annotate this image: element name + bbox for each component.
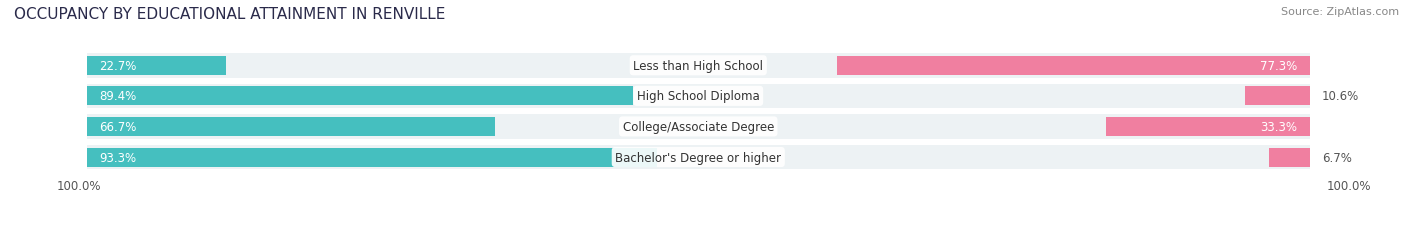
Bar	[837, 57, 1310, 76]
Text: 100.0%: 100.0%	[1326, 179, 1371, 192]
Text: Bachelor's Degree or higher: Bachelor's Degree or higher	[616, 151, 782, 164]
Text: High School Diploma: High School Diploma	[637, 90, 759, 103]
Bar	[87, 54, 1310, 78]
Text: OCCUPANCY BY EDUCATIONAL ATTAINMENT IN RENVILLE: OCCUPANCY BY EDUCATIONAL ATTAINMENT IN R…	[14, 7, 446, 22]
Text: Source: ZipAtlas.com: Source: ZipAtlas.com	[1281, 7, 1399, 17]
Bar	[87, 115, 1310, 139]
Text: 77.3%: 77.3%	[1260, 60, 1298, 73]
Bar	[1244, 87, 1310, 106]
Text: 22.7%: 22.7%	[98, 60, 136, 73]
Text: 33.3%: 33.3%	[1260, 120, 1298, 133]
Bar	[87, 145, 1310, 170]
Text: 93.3%: 93.3%	[98, 151, 136, 164]
Bar	[87, 57, 225, 76]
Text: Less than High School: Less than High School	[633, 60, 763, 73]
Text: 89.4%: 89.4%	[98, 90, 136, 103]
Text: 6.7%: 6.7%	[1322, 151, 1351, 164]
Text: 10.6%: 10.6%	[1322, 90, 1360, 103]
Text: 66.7%: 66.7%	[98, 120, 136, 133]
Bar	[87, 117, 495, 136]
Bar	[87, 84, 1310, 109]
Bar	[1107, 117, 1310, 136]
Bar	[87, 87, 634, 106]
Bar	[87, 148, 657, 167]
Text: College/Associate Degree: College/Associate Degree	[623, 120, 773, 133]
Bar	[1268, 148, 1310, 167]
Text: 100.0%: 100.0%	[56, 179, 101, 192]
